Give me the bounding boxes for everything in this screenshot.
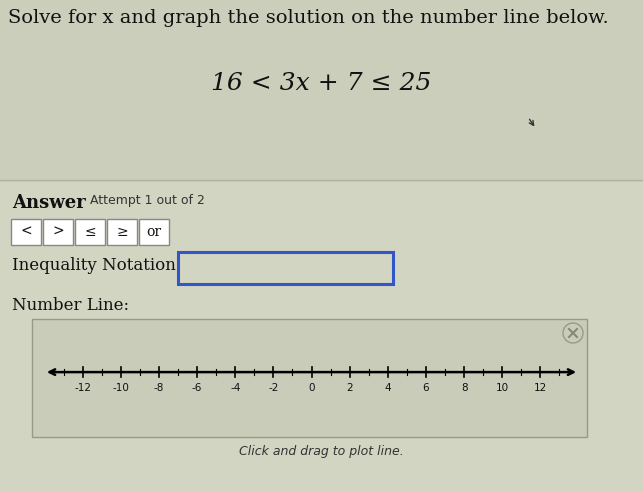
Text: 8: 8 — [461, 383, 467, 393]
Text: 2: 2 — [347, 383, 353, 393]
Text: 12: 12 — [534, 383, 547, 393]
Text: 0: 0 — [308, 383, 315, 393]
Circle shape — [563, 323, 583, 343]
FancyBboxPatch shape — [139, 219, 169, 245]
Text: -2: -2 — [268, 383, 278, 393]
FancyBboxPatch shape — [11, 219, 41, 245]
Text: ≥: ≥ — [116, 225, 128, 239]
FancyBboxPatch shape — [75, 219, 105, 245]
Text: <: < — [20, 225, 32, 239]
Text: Answer: Answer — [12, 194, 86, 212]
Text: Inequality Notation:: Inequality Notation: — [12, 257, 181, 274]
Text: 6: 6 — [422, 383, 430, 393]
Text: -12: -12 — [74, 383, 91, 393]
FancyBboxPatch shape — [0, 0, 643, 182]
Text: 10: 10 — [496, 383, 509, 393]
Text: Solve for x and graph the solution on the number line below.: Solve for x and graph the solution on th… — [8, 9, 609, 27]
Text: ≤: ≤ — [84, 225, 96, 239]
Text: -10: -10 — [113, 383, 129, 393]
Text: Number Line:: Number Line: — [12, 297, 129, 314]
Text: or: or — [147, 225, 161, 239]
FancyBboxPatch shape — [32, 319, 587, 437]
Text: -8: -8 — [154, 383, 164, 393]
Text: -4: -4 — [230, 383, 240, 393]
Text: 16 < 3x + 7 ≤ 25: 16 < 3x + 7 ≤ 25 — [211, 72, 431, 95]
Text: -6: -6 — [192, 383, 203, 393]
Text: Attempt 1 out of 2: Attempt 1 out of 2 — [90, 194, 205, 207]
FancyBboxPatch shape — [0, 182, 643, 492]
FancyBboxPatch shape — [178, 252, 393, 284]
Text: >: > — [52, 225, 64, 239]
FancyBboxPatch shape — [107, 219, 137, 245]
Text: 4: 4 — [385, 383, 391, 393]
Text: Click and drag to plot line.: Click and drag to plot line. — [239, 445, 403, 458]
FancyBboxPatch shape — [43, 219, 73, 245]
